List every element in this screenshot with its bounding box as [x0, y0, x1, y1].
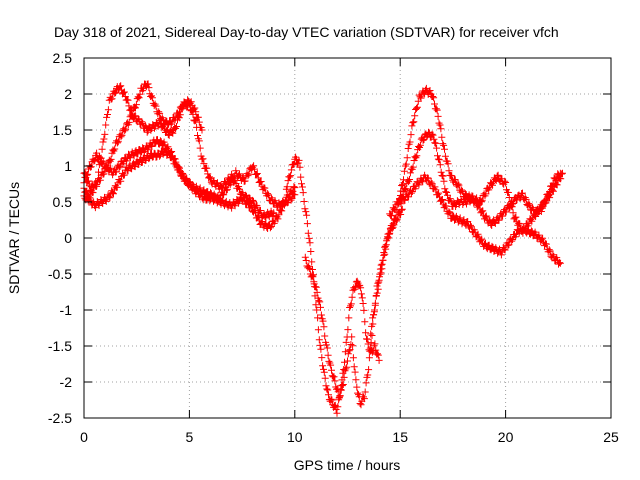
y-tick-label: -2 — [60, 374, 73, 390]
y-tick-label: 2.5 — [53, 50, 73, 66]
y-tick-labels: -2.5 -2 -1.5 -1 -0.5 0 0.5 1 1.5 2 2.5 — [48, 50, 72, 426]
plus-markers — [396, 171, 564, 268]
x-tick-label: 5 — [186, 429, 194, 445]
x-tick-label: 10 — [287, 429, 303, 445]
y-tick-label: 1.5 — [53, 122, 73, 138]
data-series — [80, 80, 566, 417]
grid-lines — [84, 58, 611, 418]
axis-ticks — [83, 57, 612, 419]
series-track — [396, 171, 564, 268]
y-tick-label: 0.5 — [53, 194, 73, 210]
x-tick-labels: 0 5 10 15 20 25 — [80, 429, 619, 445]
y-tick-label: -1 — [60, 302, 73, 318]
plus-markers — [282, 153, 383, 417]
y-tick-label: -0.5 — [48, 266, 72, 282]
x-axis-label: GPS time / hours — [294, 457, 401, 473]
series-track — [367, 84, 566, 338]
y-tick-label: 2 — [64, 86, 72, 102]
y-tick-label: 0 — [64, 230, 72, 246]
plus-markers — [367, 84, 566, 338]
x-tick-label: 0 — [80, 429, 88, 445]
series-track — [282, 153, 383, 417]
y-tick-label: 1 — [64, 158, 72, 174]
x-tick-label: 25 — [603, 429, 619, 445]
series-track — [386, 128, 564, 229]
plus-markers — [386, 128, 564, 229]
y-tick-label: -1.5 — [48, 338, 72, 354]
y-tick-label: -2.5 — [48, 410, 72, 426]
y-axis-label: SDTVAR / TECUs — [6, 182, 22, 294]
x-tick-label: 20 — [498, 429, 514, 445]
x-tick-label: 15 — [392, 429, 408, 445]
chart-title: Day 318 of 2021, Sidereal Day-to-day VTE… — [54, 24, 559, 40]
